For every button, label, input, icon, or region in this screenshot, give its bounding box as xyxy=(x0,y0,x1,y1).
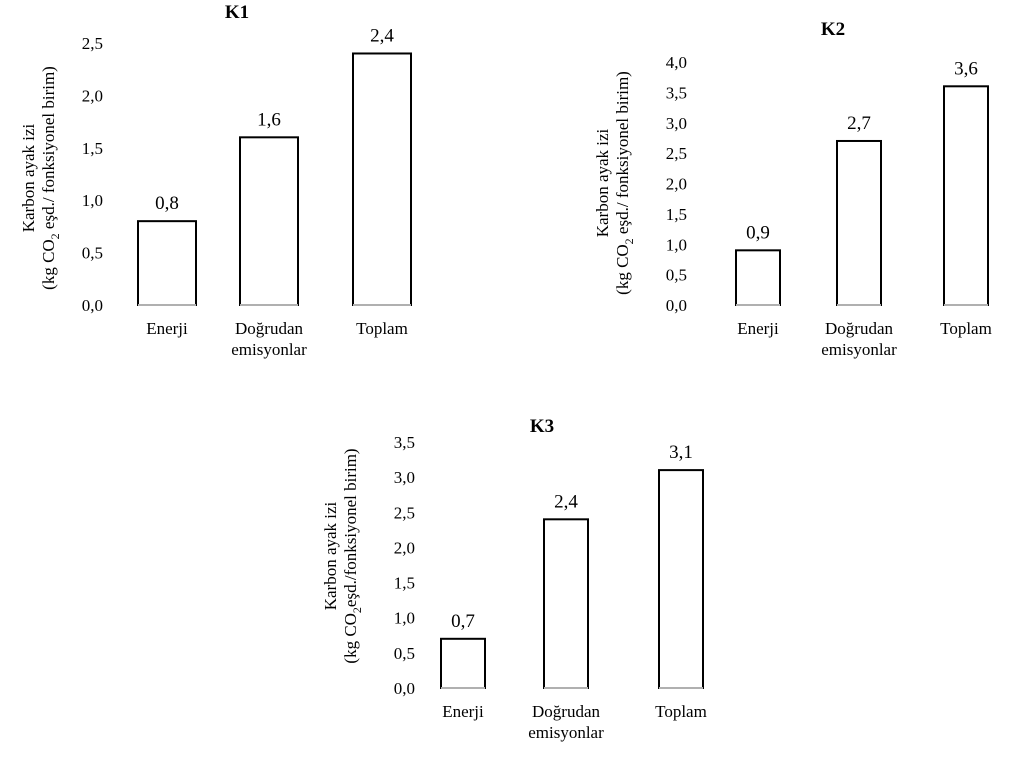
y-axis-label-line1: Karbon ayak izi xyxy=(593,128,612,237)
y-tick-label: 1,5 xyxy=(82,139,103,158)
chart-title: K3 xyxy=(530,416,554,437)
y-tick-label: 1,0 xyxy=(82,191,103,210)
y-axis-label-line2: (kg CO2 eşd./ fonksiyonel birim) xyxy=(613,71,636,295)
y-tick-label: 0,5 xyxy=(82,244,103,263)
y-tick-label: 3,0 xyxy=(666,114,687,133)
data-label: 2,4 xyxy=(554,491,578,512)
y-axis-label: Karbon ayak izi(kg CO2 eşd./ fonksiyonel… xyxy=(19,66,62,290)
chart-k1: K1 0,0 0,5 1,0 1,5 2,0 2,5 Karbon ayak izi(kg C… xyxy=(19,2,412,359)
bar xyxy=(836,139,882,306)
y-axis-label-subscript: 2 xyxy=(48,233,62,239)
y-tick-label: 4,0 xyxy=(666,53,687,72)
y-axis-label-prefix: (kg CO xyxy=(613,244,632,295)
bar xyxy=(658,469,704,689)
y-tick-label: 2,5 xyxy=(82,34,103,53)
bar xyxy=(943,85,989,306)
category-label: emisyonlar xyxy=(528,723,604,742)
y-axis-label: Karbon ayak izi(kg CO2 eşd./ fonksiyonel… xyxy=(593,71,636,295)
y-tick-label: 2,0 xyxy=(82,86,103,105)
category-label: Enerji xyxy=(146,319,188,338)
y-tick-label: 2,5 xyxy=(666,144,687,163)
data-label: 0,8 xyxy=(155,193,179,214)
category-label: Toplam xyxy=(356,319,408,338)
chart-k2: K2 0,0 0,5 1,0 1,5 2,0 2,5 3,0 3,5 4,0 Karbon ayak… xyxy=(593,19,992,359)
y-axis-label-line2: (kg CO2eşd./fonksiyonel birim) xyxy=(341,448,364,663)
bar xyxy=(440,637,486,689)
category-label: Enerji xyxy=(442,702,484,721)
y-tick-label: 2,0 xyxy=(394,538,415,557)
category-label: Doğrudan xyxy=(532,702,600,721)
chart-title: K1 xyxy=(225,2,249,23)
data-label: 3,1 xyxy=(669,442,693,463)
chart-title: K2 xyxy=(821,19,845,40)
chart-k3: K3 0,0 0,5 1,0 1,5 2,0 2,5 3,0 3,5 Karbon ayak iz… xyxy=(321,416,707,742)
category-label: emisyonlar xyxy=(821,340,897,359)
category-label: Toplam xyxy=(655,702,707,721)
y-tick-label: 1,5 xyxy=(394,574,415,593)
category-label: Doğrudan xyxy=(235,319,303,338)
bar xyxy=(239,136,299,306)
y-axis-label-line1: Karbon ayak izi xyxy=(19,123,38,232)
data-label: 0,9 xyxy=(746,222,770,243)
y-axis-label-prefix: (kg CO xyxy=(341,613,360,664)
y-tick-label: 3,5 xyxy=(394,433,415,452)
y-tick-label: 0,0 xyxy=(82,296,103,315)
y-tick-label: 2,0 xyxy=(666,175,687,194)
y-tick-label: 1,0 xyxy=(394,609,415,628)
y-axis-label-line2: (kg CO2 eşd./ fonksiyonel birim) xyxy=(39,66,62,290)
data-label: 0,7 xyxy=(451,611,475,632)
y-axis-label: Karbon ayak izi(kg CO2eşd./fonksiyonel b… xyxy=(321,448,364,663)
y-tick-label: 2,5 xyxy=(394,503,415,522)
y-tick-label: 0,5 xyxy=(394,644,415,663)
data-label: 3,6 xyxy=(954,58,978,79)
data-label: 2,7 xyxy=(847,113,871,134)
y-tick-label: 0,0 xyxy=(394,679,415,698)
data-label: 1,6 xyxy=(257,109,281,130)
category-label: Toplam xyxy=(940,319,992,338)
y-tick-label: 3,5 xyxy=(666,83,687,102)
category-label: Enerji xyxy=(737,319,779,338)
y-tick-label: 0,0 xyxy=(666,296,687,315)
y-tick-label: 1,0 xyxy=(666,235,687,254)
y-axis-label-suffix: eşd./ fonksiyonel birim) xyxy=(39,66,58,233)
y-axis-label-line1: Karbon ayak izi xyxy=(321,501,340,610)
y-axis-label-subscript: 2 xyxy=(350,607,364,613)
y-tick-label: 0,5 xyxy=(666,266,687,285)
y-tick-label: 3,0 xyxy=(394,468,415,487)
y-axis-label-prefix: (kg CO xyxy=(39,239,58,290)
y-axis-label-suffix: eşd./fonksiyonel birim) xyxy=(341,448,360,607)
y-axis-label-suffix: eşd./ fonksiyonel birim) xyxy=(613,71,632,238)
y-axis-label-subscript: 2 xyxy=(622,238,636,244)
y-tick-label: 1,5 xyxy=(666,205,687,224)
bar xyxy=(735,249,781,306)
category-label: emisyonlar xyxy=(231,340,307,359)
bar xyxy=(543,518,589,689)
category-label: Doğrudan xyxy=(825,319,893,338)
data-label: 2,4 xyxy=(370,25,394,46)
bar xyxy=(137,220,197,306)
bar xyxy=(352,52,412,307)
